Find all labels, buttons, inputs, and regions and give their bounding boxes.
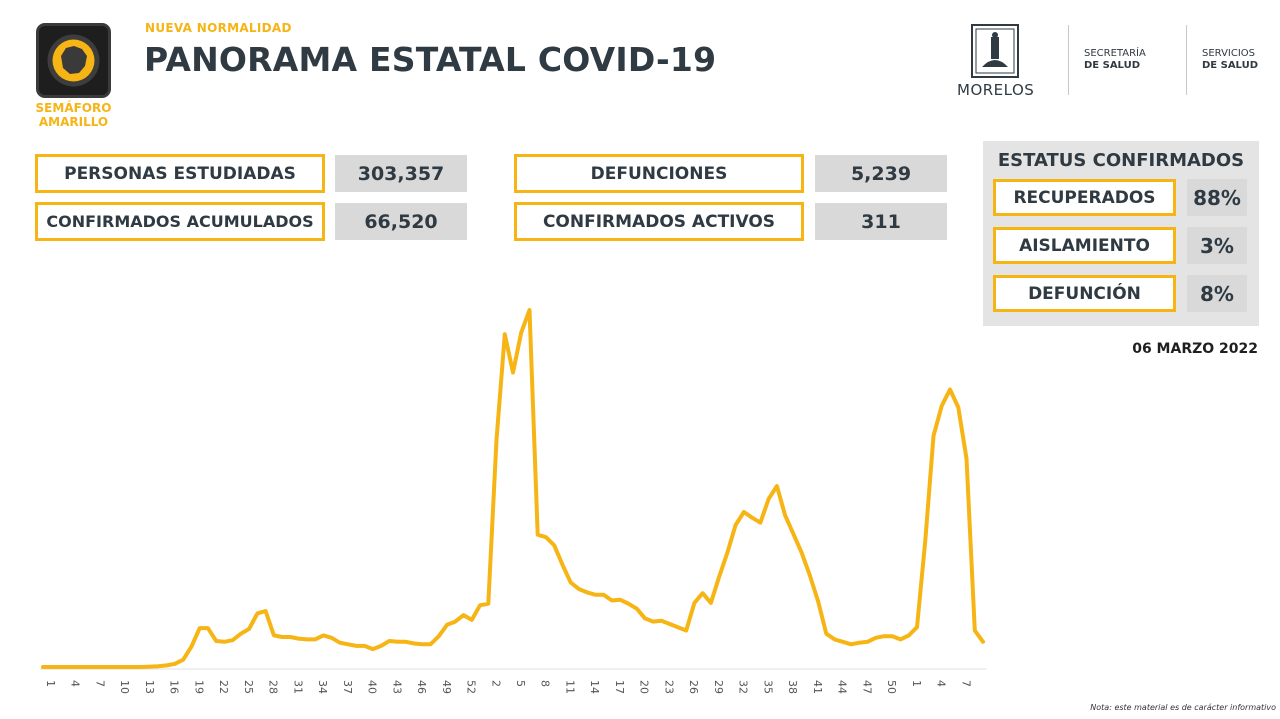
aislamiento-value: 3% [1187,227,1247,264]
personas-label: PERSONAS ESTUDIADAS [35,154,325,193]
defuncion-value: 8% [1187,275,1247,312]
x-tick-label: 26 [687,680,700,694]
x-tick-label: 1 [44,680,57,687]
x-tick-label: 19 [192,680,205,694]
x-tick-label: 8 [539,680,552,687]
x-tick-label: 44 [836,680,849,694]
semaforo-label-line1: SEMÁFORO [35,101,112,115]
x-tick-label: 35 [761,680,774,694]
x-tick-label: 13 [143,680,156,694]
x-tick-label: 32 [737,680,750,694]
x-tick-label: 1 [910,680,923,687]
x-tick-label: 14 [588,680,601,694]
x-tick-label: 7 [959,680,972,687]
x-tick-label: 16 [168,680,181,694]
servicios-line1: SERVICIOS [1202,48,1256,59]
x-tick-label: 20 [638,680,651,694]
estatus-title: ESTATUS CONFIRMADOS [997,150,1245,171]
x-tick-label: 29 [712,680,725,694]
defunciones-value: 5,239 [815,155,947,192]
x-tick-label: 41 [811,680,824,694]
x-tick-label: 28 [267,680,280,694]
x-tick-label: 4 [69,680,82,687]
aislamiento-label: AISLAMIENTO [993,227,1176,264]
x-tick-label: 34 [316,680,329,694]
morelos-logo-text: MORELOS [957,81,1035,99]
logo-divider [1068,25,1069,95]
report-date: 06 MARZO 2022 [1132,341,1258,357]
page-subtitle: NUEVA NORMALIDAD [145,21,292,35]
x-tick-label: 11 [564,680,577,694]
x-tick-label: 50 [885,680,898,694]
x-tick-label: 23 [662,680,675,694]
cases-line-chart: 1 4 7 10 13 16 19 22 25 28 31 34 37 40 43 46 49 52 2 5 8 11 14… [40,308,987,694]
secretaria-line1: SECRETARÍA [1084,48,1146,59]
semaforo-label-line2: AMARILLO [38,115,109,129]
x-tick-label: 31 [291,680,304,694]
morelos-seal-icon [971,24,1019,78]
recuperados-label: RECUPERADOS [993,179,1176,216]
page-title: PANORAMA ESTATAL COVID-19 [144,40,717,79]
x-tick-label: 49 [440,680,453,694]
activos-label: CONFIRMADOS ACTIVOS [514,202,804,241]
secretaria-line2: DE SALUD [1084,60,1140,71]
servicios-line2: DE SALUD [1202,60,1258,71]
personas-value: 303,357 [335,155,467,192]
x-tick-label: 5 [514,680,527,687]
confirmados-label: CONFIRMADOS ACUMULADOS [35,202,325,241]
defunciones-label: DEFUNCIONES [514,154,804,193]
semaforo-icon [36,23,111,98]
x-tick-label: 38 [786,680,799,694]
x-tick-label: 47 [860,680,873,694]
footer-note: Nota: este material es de carácter infor… [1090,703,1276,712]
recuperados-value: 88% [1187,179,1247,216]
x-tick-label: 7 [94,680,107,687]
x-tick-label: 17 [613,680,626,694]
x-tick-label: 43 [390,680,403,694]
semaforo-label: SEMÁFORO AMARILLO [22,101,125,129]
x-tick-label: 46 [415,680,428,694]
confirmados-value: 66,520 [335,203,467,240]
x-tick-label: 25 [242,680,255,694]
x-tick-label: 4 [935,680,948,687]
x-tick-label: 37 [341,680,354,694]
activos-value: 311 [815,203,947,240]
logo-divider [1186,25,1187,95]
x-tick-label: 2 [489,680,502,687]
series-line [41,308,985,669]
servicios-logo: SERVICIOS DE SALUD [1202,48,1258,72]
x-tick-label: 52 [465,680,478,694]
x-tick-label: 22 [217,680,230,694]
x-tick-label: 10 [118,680,131,694]
defuncion-label: DEFUNCIÓN [993,275,1176,312]
secretaria-logo: SECRETARÍA DE SALUD [1084,48,1146,72]
x-tick-label: 40 [366,680,379,694]
